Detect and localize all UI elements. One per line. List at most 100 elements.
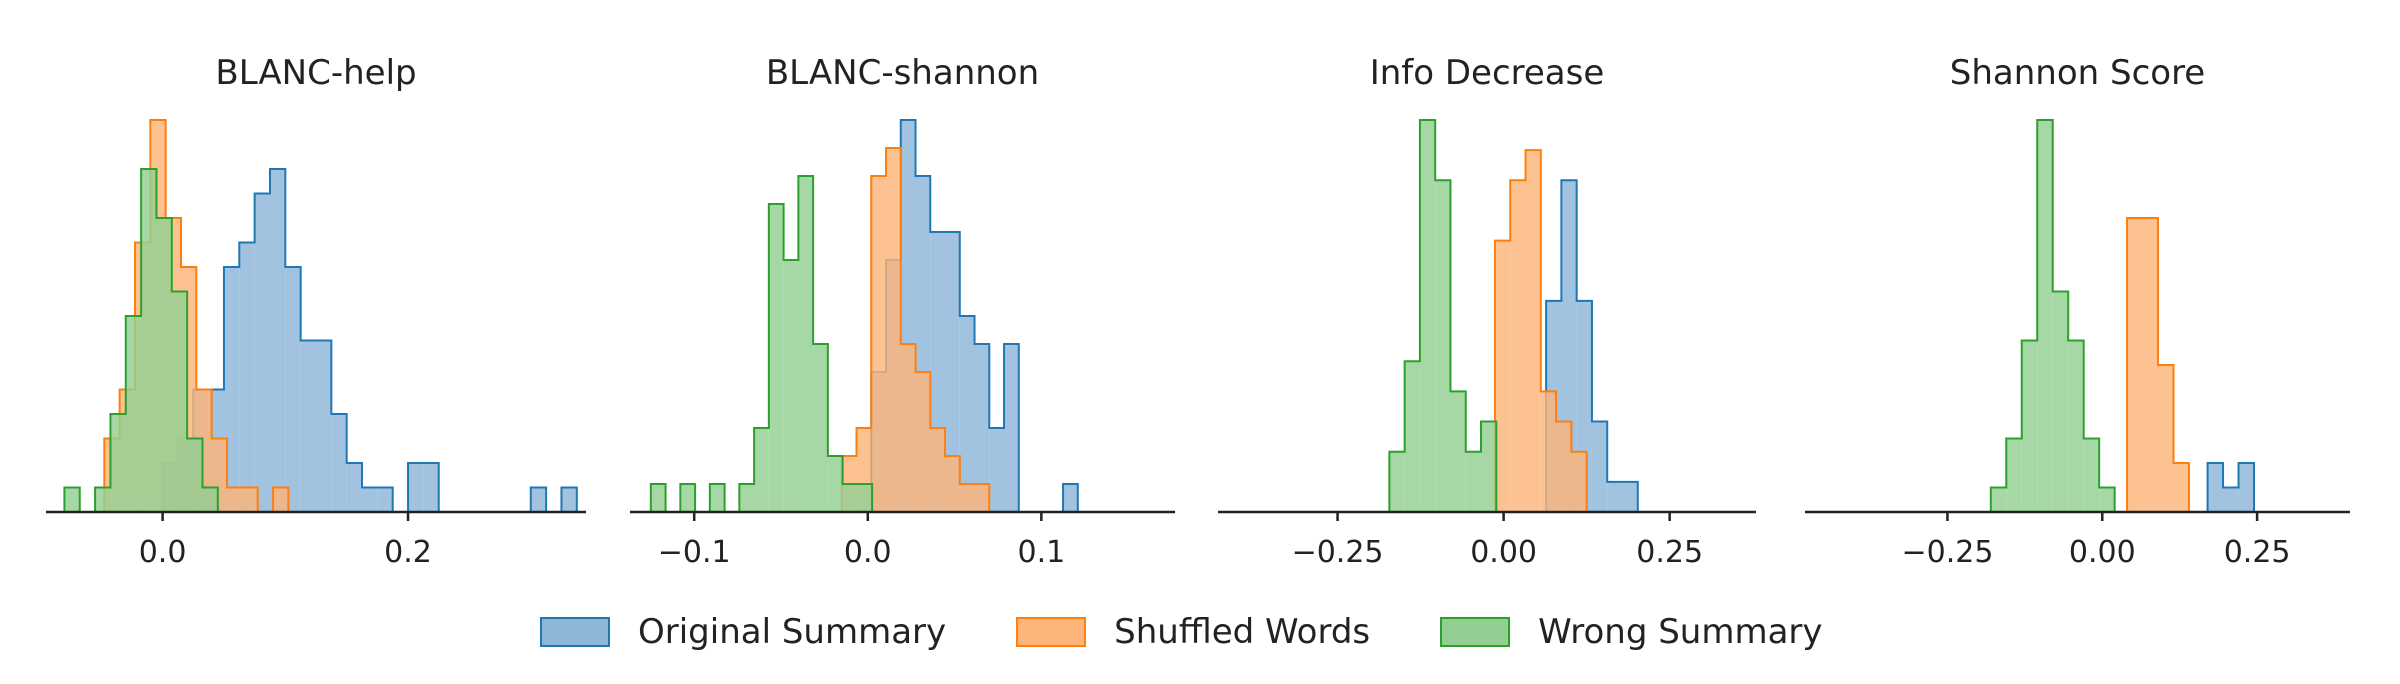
legend-item-original-summary: Original Summary xyxy=(540,612,946,652)
panel-blanc-shannon: BLANC-shannon −0.1 0.0 0.1 xyxy=(630,53,1175,570)
bar-shuffled-words xyxy=(930,428,946,512)
bar-original-summary xyxy=(959,316,975,512)
bar-wrong-summary xyxy=(1450,391,1466,512)
bar-shuffled-words xyxy=(945,456,960,512)
x-tick-label: 0.2 xyxy=(384,535,432,570)
bar-wrong-summary xyxy=(827,456,843,512)
series-wrong-summary xyxy=(63,168,219,513)
bar-shuffled-words xyxy=(974,484,990,512)
legend-swatch-original-summary xyxy=(540,617,610,647)
bar-wrong-summary xyxy=(813,344,828,512)
bar-shuffled-words xyxy=(1540,391,1557,512)
outline-shuffled-words xyxy=(840,147,1005,513)
panel-title-blanc-shannon: BLANC-shannon xyxy=(766,53,1039,93)
bar-wrong-summary xyxy=(798,176,814,512)
bar-original-summary xyxy=(2238,463,2255,512)
bar-wrong-summary xyxy=(650,484,666,512)
x-tick-label: −0.25 xyxy=(1901,535,1993,570)
series-wrong-summary xyxy=(649,175,874,513)
legend-item-wrong-summary: Wrong Summary xyxy=(1440,612,1823,652)
bar-wrong-summary xyxy=(2083,438,2100,512)
x-tick-label: 0.25 xyxy=(2224,535,2291,570)
series-wrong-summary xyxy=(1388,119,1498,513)
bar-original-summary xyxy=(945,232,960,512)
bar-wrong-summary xyxy=(64,487,80,512)
legend-item-shuffled-words: Shuffled Words xyxy=(1016,612,1370,652)
series-shuffled-words xyxy=(1493,149,1588,513)
bar-original-summary xyxy=(1622,481,1638,512)
panel-title-shannon-score: Shannon Score xyxy=(1950,53,2205,93)
x-tick-label: −0.25 xyxy=(1292,535,1384,570)
bar-original-summary xyxy=(974,344,990,512)
bar-shuffled-words xyxy=(959,484,975,512)
bar-original-summary xyxy=(561,487,577,512)
bar-shuffled-words xyxy=(2173,463,2189,512)
series-shuffled-words xyxy=(840,147,1005,513)
bar-original-summary xyxy=(316,340,332,512)
legend: Original Summary Shuffled Words Wrong Su… xyxy=(540,600,1893,664)
panel-title-info-decrease: Info Decrease xyxy=(1370,53,1605,93)
bar-original-summary xyxy=(331,414,347,512)
bar-shuffled-words xyxy=(1494,240,1511,512)
bar-shuffled-words xyxy=(242,487,258,512)
bar-wrong-summary xyxy=(187,438,203,512)
bar-original-summary xyxy=(1607,481,1623,512)
bar-wrong-summary xyxy=(2021,340,2038,512)
bar-original-summary xyxy=(408,463,424,512)
legend-label-shuffled-words: Shuffled Words xyxy=(1114,612,1371,652)
bar-wrong-summary xyxy=(2037,120,2053,512)
bar-original-summary xyxy=(362,487,378,512)
outline-wrong-summary xyxy=(1989,119,2116,512)
bar-wrong-summary xyxy=(2006,438,2022,512)
bar-shuffled-words xyxy=(273,487,289,512)
bar-original-summary xyxy=(269,169,286,512)
bar-wrong-summary xyxy=(783,260,799,512)
bar-shuffled-words xyxy=(1525,150,1541,512)
bar-wrong-summary xyxy=(768,204,784,512)
bar-wrong-summary xyxy=(1435,180,1451,513)
outline-shuffled-words xyxy=(2126,217,2190,512)
bar-wrong-summary xyxy=(1481,421,1497,512)
legend-swatch-wrong-summary xyxy=(1440,617,1511,647)
x-tick-label: 0.0 xyxy=(139,535,187,570)
bar-original-summary xyxy=(346,463,363,512)
bar-original-summary xyxy=(530,487,547,512)
bar-original-summary xyxy=(1591,421,1608,512)
bar-wrong-summary xyxy=(2099,487,2115,512)
bar-shuffled-words xyxy=(1571,451,1587,512)
legend-label-original-summary: Original Summary xyxy=(638,612,947,652)
bar-original-summary xyxy=(989,428,1005,512)
bar-original-summary xyxy=(1004,344,1019,512)
bar-wrong-summary xyxy=(171,291,188,512)
outline-wrong-summary xyxy=(1388,119,1498,512)
bar-wrong-summary xyxy=(156,218,172,512)
bar-shuffled-words xyxy=(1556,421,1572,512)
bar-original-summary xyxy=(1063,484,1078,512)
bar-wrong-summary xyxy=(110,414,126,512)
bar-original-summary xyxy=(300,340,316,512)
bar-original-summary xyxy=(377,487,393,512)
x-tick-label: 0.0 xyxy=(844,535,892,570)
legend-swatch-shuffled-words xyxy=(1016,617,1087,647)
bar-original-summary xyxy=(239,242,255,512)
bar-original-summary xyxy=(2223,487,2239,512)
legend-label-wrong-summary: Wrong Summary xyxy=(1538,612,1823,652)
bar-shuffled-words xyxy=(915,372,931,512)
bar-shuffled-words xyxy=(900,344,916,512)
bar-wrong-summary xyxy=(125,316,142,512)
panel-info-decrease: Info Decrease −0.25 0.00 0.25 xyxy=(1218,53,1756,570)
bar-shuffled-words xyxy=(871,176,887,512)
bar-shuffled-words xyxy=(2158,365,2174,512)
outline-wrong-summary xyxy=(649,175,874,513)
bar-wrong-summary xyxy=(1465,451,1482,512)
bar-wrong-summary xyxy=(2068,340,2084,512)
x-tick-label: 0.00 xyxy=(1470,535,1537,570)
bar-wrong-summary xyxy=(754,428,769,512)
bar-wrong-summary xyxy=(1419,120,1436,512)
bar-original-summary xyxy=(285,267,301,512)
x-tick-label: 0.1 xyxy=(1017,535,1065,570)
panel-title-blanc-help: BLANC-help xyxy=(215,53,416,93)
bar-shuffled-words xyxy=(2142,218,2159,512)
bar-wrong-summary xyxy=(709,484,725,512)
